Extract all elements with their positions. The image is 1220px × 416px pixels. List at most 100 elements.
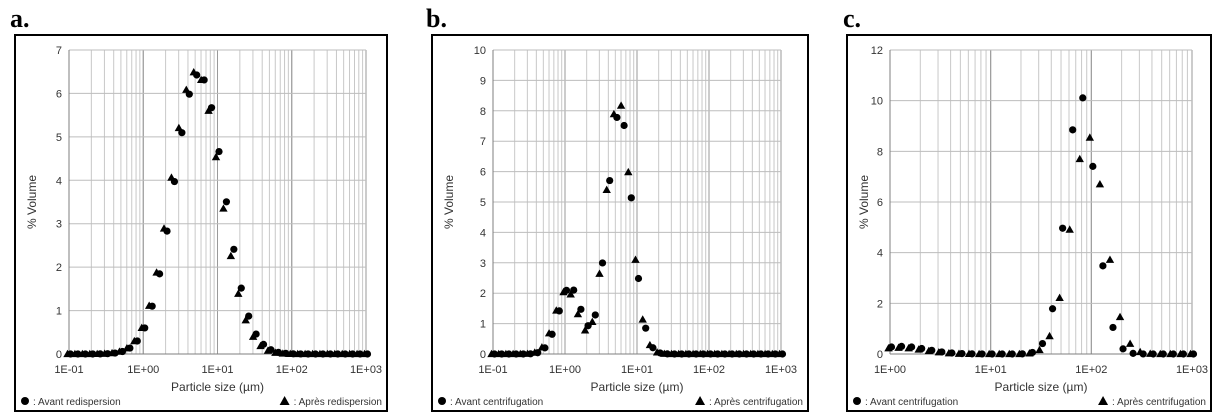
y-tick-label: 8: [480, 106, 486, 118]
x-tick-label: 1E+01: [201, 364, 233, 376]
data-point-triangle: [724, 349, 734, 358]
data-point-triangle: [345, 349, 354, 358]
y-tick-label: 6: [480, 167, 486, 179]
data-point-triangle: [710, 349, 719, 358]
data-point-circle: [620, 121, 628, 130]
data-point-triangle: [196, 75, 206, 84]
data-point-triangle: [904, 343, 913, 352]
data-point-triangle: [696, 349, 705, 358]
data-point-triangle: [753, 349, 763, 358]
data-point-triangle: [1186, 349, 1195, 358]
data-point-triangle: [559, 287, 568, 296]
data-point-circle: [215, 147, 223, 156]
data-point-triangle: [1045, 331, 1054, 340]
x-axis-title: Particle size (µm): [171, 380, 264, 394]
data-point-triangle: [167, 173, 176, 181]
data-point-circle: [1048, 305, 1057, 313]
data-point-triangle: [487, 349, 496, 358]
x-tick-label: 1E+02: [1075, 364, 1107, 376]
y-tick-label: 4: [56, 175, 62, 187]
data-point-triangle: [934, 348, 944, 356]
data-point-triangle: [974, 349, 984, 358]
y-tick-label: 4: [877, 248, 883, 260]
y-tick-label: 0: [480, 349, 486, 361]
data-point-triangle: [189, 68, 198, 76]
data-point-triangle: [924, 346, 933, 355]
data-point-circle: [606, 176, 614, 185]
data-point-triangle: [508, 349, 518, 358]
data-point-triangle: [609, 109, 619, 118]
data-point-circle: [1089, 162, 1097, 170]
data-point-triangle: [573, 309, 583, 318]
data-point-circle: [598, 259, 607, 267]
data-point-triangle: [204, 106, 213, 114]
x-axis-title: Particle size (µm): [591, 380, 684, 394]
data-point-triangle: [1146, 349, 1155, 357]
legend-label: : Après centrifugation: [1112, 397, 1206, 408]
data-point-triangle: [638, 315, 647, 323]
data-point-triangle: [530, 348, 539, 356]
data-point-triangle: [248, 332, 258, 340]
data-point-triangle: [914, 345, 923, 353]
y-tick-label: 10: [474, 45, 486, 57]
data-point-triangle: [1176, 349, 1185, 358]
data-point-triangle: [894, 343, 903, 351]
data-point-circle: [1038, 339, 1047, 348]
x-tick-label: 1E+00: [127, 364, 159, 376]
data-point-triangle: [107, 348, 117, 357]
y-tick-label: 1: [480, 319, 486, 331]
y-tick-label: 5: [56, 132, 62, 144]
x-tick-label: 1E-01: [54, 364, 83, 376]
data-point-triangle: [516, 349, 525, 358]
data-point-triangle: [263, 346, 273, 354]
y-tick-label: 0: [877, 349, 883, 361]
data-point-triangle: [566, 290, 575, 298]
y-tick-label: 5: [480, 197, 486, 209]
data-point-triangle: [544, 329, 554, 337]
panel-label-a: a.: [10, 4, 30, 33]
data-point-triangle: [703, 349, 712, 358]
data-point-triangle: [717, 349, 727, 358]
data-point-circle: [222, 198, 231, 206]
data-point-triangle: [1115, 312, 1125, 321]
data-point-triangle: [501, 349, 511, 358]
data-point-triangle: [523, 349, 532, 357]
data-point-circle: [1129, 349, 1137, 357]
data-point-triangle: [580, 326, 590, 334]
y-axis-title: % Volume: [25, 175, 39, 229]
legend-marker-circle: [853, 397, 861, 405]
data-point-triangle: [174, 123, 184, 132]
data-point-triangle: [278, 349, 288, 357]
data-point-circle: [1099, 262, 1107, 270]
x-tick-label: 1E+02: [276, 364, 308, 376]
y-tick-label: 10: [871, 96, 883, 108]
data-point-triangle: [1035, 345, 1044, 354]
data-point-triangle: [130, 336, 139, 345]
data-point-triangle: [241, 316, 250, 324]
data-point-triangle: [85, 349, 94, 358]
legend-marker-circle: [21, 397, 29, 405]
data-point-circle: [634, 274, 643, 283]
x-axis-title: Particle size (µm): [995, 380, 1088, 394]
data-point-triangle: [984, 349, 994, 358]
panel-label-c: c.: [843, 4, 862, 33]
data-point-circle: [591, 311, 599, 319]
data-point-triangle: [660, 349, 669, 357]
data-point-triangle: [226, 251, 236, 260]
data-point-triangle: [330, 349, 339, 358]
data-point-triangle: [995, 349, 1004, 358]
data-point-triangle: [884, 343, 893, 352]
x-tick-label: 1E+00: [874, 364, 906, 376]
data-point-triangle: [954, 349, 964, 357]
legend-label: : Avant centrifugation: [450, 397, 543, 408]
data-point-triangle: [234, 289, 243, 297]
data-point-triangle: [552, 306, 561, 314]
data-point-triangle: [1025, 349, 1034, 357]
chart-frame-b: [431, 34, 809, 412]
data-point-triangle: [732, 349, 741, 358]
data-point-triangle: [286, 349, 295, 357]
y-tick-label: 1: [56, 306, 62, 318]
data-point-circle: [245, 312, 253, 320]
y-tick-label: 3: [480, 258, 486, 270]
